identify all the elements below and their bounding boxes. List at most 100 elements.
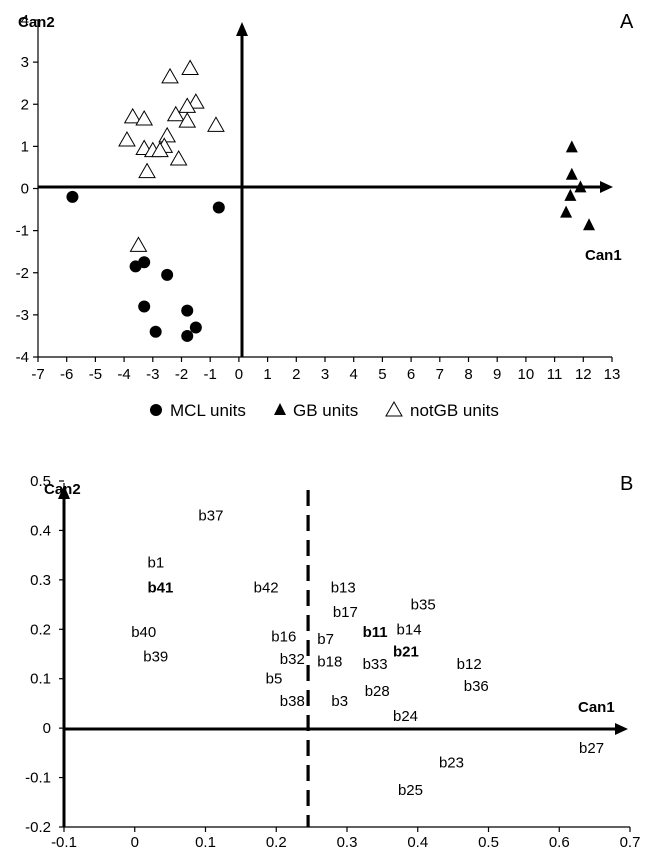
x-tick-label: 7 <box>436 366 444 383</box>
x-tick-label: 2 <box>292 366 300 383</box>
variable-label-b21: b21 <box>393 644 419 661</box>
panel-a-y-ticks: 4 3 2 1 0 -1 -2 -3 -4 <box>16 12 38 366</box>
notgb-point <box>138 162 156 179</box>
x-tick-label: 8 <box>464 366 472 383</box>
panel-b-label: B <box>620 473 633 495</box>
x-tick-label: 4 <box>350 366 358 383</box>
x-tick-label: 1 <box>263 366 271 383</box>
mcl-point <box>189 321 202 334</box>
x-tick-label: -7 <box>31 366 44 383</box>
y-tick-label: 0.1 <box>30 671 51 688</box>
variable-label-b14: b14 <box>397 621 422 638</box>
variable-label-b41: b41 <box>147 579 173 596</box>
mcl-point <box>161 268 174 281</box>
variable-label-b36: b36 <box>464 678 489 695</box>
legend-entry-mcl: MCL units <box>170 401 246 420</box>
x-tick-label: 11 <box>547 366 563 383</box>
variable-label-b35: b35 <box>411 597 436 614</box>
gb-point <box>565 140 578 153</box>
gb-point <box>583 218 596 231</box>
notgb-point <box>178 112 197 128</box>
variable-label-b32: b32 <box>280 651 305 668</box>
x-tick-label: 12 <box>575 366 592 383</box>
x-tick-label: -4 <box>117 366 130 383</box>
variable-label-b3: b3 <box>331 693 348 710</box>
x-tick-label: 3 <box>321 366 329 383</box>
x-tick-label: -2 <box>175 366 188 383</box>
panel-b-labels: b37 b1 b41 b42 b13 b35 b17 b40 b11 b14 b16 b7 b21 b39… <box>131 508 604 799</box>
panel-a-x-ticks: -7 -6 -5 -4 -3 -2 -1 0 1 2 3 4 5 6 7 8 9 10 11 12 13 <box>31 357 620 383</box>
notgb-point <box>186 93 205 109</box>
y-tick-label: -4 <box>16 349 29 366</box>
x-tick-label: -5 <box>89 366 102 383</box>
panel-b-xlabel: Can1 <box>578 699 615 716</box>
y-tick-label: 0.3 <box>30 572 51 589</box>
x-tick-label: -1 <box>204 366 217 383</box>
y-tick-label: 0 <box>43 720 51 737</box>
x-tick-label: 5 <box>378 366 386 383</box>
x-tick-label: -0.1 <box>51 834 77 851</box>
notgb-point <box>207 116 225 132</box>
x-tick-label: 0 <box>131 834 139 851</box>
x-tick-label: 0 <box>235 366 243 383</box>
notgb-point <box>166 105 185 122</box>
panel-a-label: A <box>620 11 634 33</box>
legend-filled-triangle-marker <box>274 403 286 415</box>
y-tick-label: -1 <box>16 223 29 240</box>
y-tick-label: 0.4 <box>30 522 51 539</box>
notgb-point <box>151 141 169 158</box>
y-tick-label: -2 <box>16 265 29 282</box>
notgb-point <box>135 109 154 126</box>
y-tick-label: -0.2 <box>25 819 51 836</box>
legend-entry-notgb: notGB units <box>410 401 499 420</box>
notgb-point <box>129 236 148 252</box>
x-tick-label: 0.1 <box>195 834 216 851</box>
variable-label-b24: b24 <box>393 708 418 725</box>
variable-label-b7: b7 <box>317 631 334 648</box>
panel-a-points <box>66 59 596 342</box>
notgb-point <box>161 67 179 84</box>
mcl-point <box>181 304 194 317</box>
variable-label-b33: b33 <box>363 656 388 673</box>
x-tick-label: 10 <box>518 366 535 383</box>
y-tick-label: 1 <box>21 138 29 155</box>
variable-label-b37: b37 <box>198 508 223 525</box>
notgb-point <box>158 126 177 143</box>
legend-open-triangle-marker <box>385 400 403 417</box>
y-tick-label: 0.2 <box>30 621 51 638</box>
gb-point <box>560 205 573 218</box>
notgb-point <box>118 131 136 147</box>
x-tick-label: -6 <box>60 366 73 383</box>
legend-circle-marker <box>150 404 162 416</box>
variable-label-b28: b28 <box>365 683 390 700</box>
x-tick-label: 0.3 <box>337 834 358 851</box>
x-tick-label: -3 <box>146 366 159 383</box>
variable-label-b12: b12 <box>457 656 482 673</box>
panel-b-y-ticks: 0.5 0.4 0.3 0.2 0.1 0 -0.1 -0.2 <box>25 473 64 836</box>
mcl-point <box>138 256 151 269</box>
gb-point <box>564 188 577 201</box>
legend-entry-gb: GB units <box>293 401 358 420</box>
x-tick-label: 0.4 <box>407 834 428 851</box>
panel-a-xlabel: Can1 <box>585 247 622 264</box>
mcl-point <box>138 300 151 313</box>
y-tick-label: 0 <box>21 181 29 198</box>
variable-label-b40: b40 <box>131 624 156 641</box>
variable-label-b5: b5 <box>266 671 283 688</box>
x-tick-label: 0.6 <box>549 834 570 851</box>
panel-b-can2-arrowhead <box>58 485 70 499</box>
y-tick-label: 0.5 <box>30 473 51 490</box>
mcl-point <box>181 329 194 342</box>
variable-label-b42: b42 <box>254 579 279 596</box>
y-tick-label: -3 <box>16 307 29 324</box>
mcl-point <box>66 190 79 203</box>
panel-a-legend: MCL units GB units notGB units <box>150 400 499 420</box>
y-tick-label: -0.1 <box>25 770 51 787</box>
gb-point <box>565 167 578 180</box>
variable-label-b1: b1 <box>147 555 164 572</box>
panel-b-chart: 0.5 0.4 0.3 0.2 0.1 0 -0.1 -0.2 -0.1 0 0.1 0.2 0.3 0… <box>25 473 640 851</box>
panel-b-ylabel: Can2 <box>44 481 81 498</box>
variable-label-b16: b16 <box>271 629 296 646</box>
